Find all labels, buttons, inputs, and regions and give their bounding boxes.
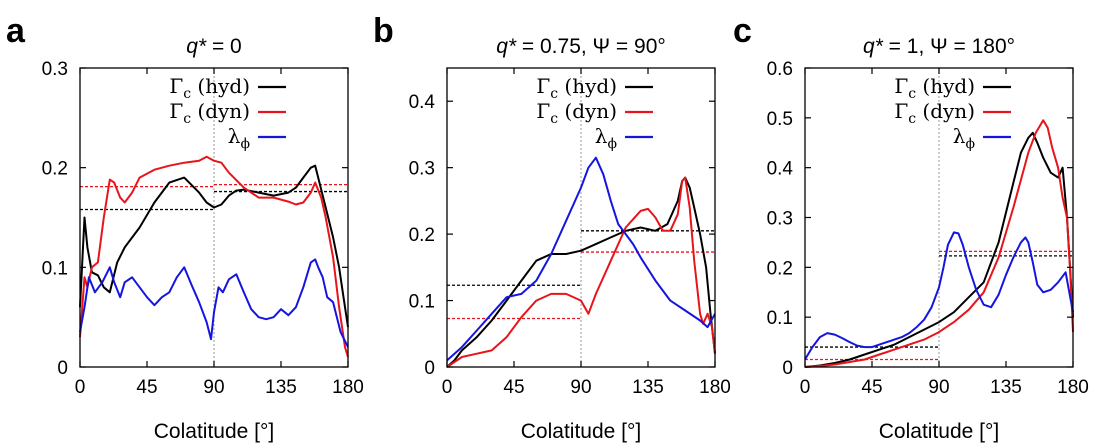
series-line-lambda	[804, 231, 1074, 361]
x-tick-label: 180	[332, 377, 364, 398]
legend: Γc (hyd)Γc (dyn)λϕ	[536, 74, 653, 152]
x-tick-label: 45	[136, 377, 157, 398]
legend: Γc (hyd)Γc (dyn)λϕ	[169, 74, 286, 152]
series-line-lambda	[446, 156, 716, 362]
y-tick-label: 0.2	[767, 258, 793, 279]
series-line-dyn	[804, 119, 1074, 368]
y-tick-label: 0	[424, 358, 435, 379]
x-tick-label: 0	[800, 377, 811, 398]
y-tick-label: 0.5	[767, 109, 793, 130]
legend-label-lambda: λϕ	[228, 124, 250, 152]
x-tick-label: 90	[928, 377, 949, 398]
x-tick-label: 45	[503, 377, 524, 398]
x-tick-label: 0	[442, 377, 453, 398]
legend-label-hyd: Γc (hyd)	[169, 74, 250, 102]
legend-label-hyd: Γc (hyd)	[894, 74, 975, 102]
series-line-hyd	[446, 176, 716, 368]
panel-letter: b	[373, 12, 394, 50]
legend: Γc (hyd)Γc (dyn)λϕ	[894, 74, 1011, 152]
legend-label-dyn: Γc (dyn)	[536, 99, 617, 127]
x-tick-label: 180	[1057, 377, 1089, 398]
panel-title: q* = 0	[186, 35, 241, 58]
x-tick-label: 90	[203, 377, 224, 398]
x-tick-label: 180	[699, 377, 731, 398]
x-axis-label: Colatitude [°]	[879, 420, 999, 443]
panel-a: a q* = 0 0 45 90 135 180 0 0.1 0.2 0.3 Colatitude […	[6, 12, 364, 443]
legend-label-lambda: λϕ	[953, 124, 975, 152]
legend-label-lambda: λϕ	[595, 124, 617, 152]
panel-title: q* = 0.75, Ψ = 90°	[496, 35, 666, 58]
series-line-hyd	[79, 164, 349, 328]
legend-label-dyn: Γc (dyn)	[169, 99, 250, 127]
y-tick-label: 0	[782, 358, 793, 379]
series-line-dyn	[79, 155, 349, 358]
x-tick-label: 0	[75, 377, 86, 398]
series-line-dyn	[446, 176, 716, 368]
y-tick-label: 0.1	[767, 308, 793, 329]
y-tick-label: 0.1	[409, 292, 435, 313]
y-tick-label: 0	[57, 358, 68, 379]
y-tick-label: 0.4	[409, 92, 436, 113]
y-tick-label: 0.2	[409, 225, 435, 246]
legend-label-hyd: Γc (hyd)	[536, 74, 617, 102]
series-line-hyd	[804, 131, 1074, 368]
x-axis-label: Colatitude [°]	[521, 420, 641, 443]
x-tick-label: 90	[570, 377, 591, 398]
x-tick-label: 45	[861, 377, 882, 398]
x-axis-label: Colatitude [°]	[154, 420, 274, 443]
panel-c: c q* = 1, Ψ = 180° 0 45 90 135 180 0 0.1 0.2 0.3 0.…	[733, 12, 1089, 443]
panel-title: q* = 1, Ψ = 180°	[863, 35, 1015, 58]
series-line-lambda	[79, 258, 349, 348]
legend-label-dyn: Γc (dyn)	[894, 99, 975, 127]
y-tick-label: 0.2	[42, 159, 68, 180]
y-tick-label: 0.6	[767, 59, 793, 80]
y-tick-label: 0.3	[42, 59, 68, 80]
y-tick-label: 0.3	[767, 209, 793, 230]
y-tick-label: 0.4	[767, 159, 794, 180]
panel-b: b q* = 0.75, Ψ = 90° 0 45 90 135 180 0 0.1 0.2 0.3…	[373, 12, 731, 443]
x-tick-label: 135	[632, 377, 664, 398]
panel-letter: a	[6, 12, 26, 50]
panel-letter: c	[733, 12, 752, 50]
y-tick-label: 0.3	[409, 159, 435, 180]
x-tick-label: 135	[990, 377, 1022, 398]
x-tick-label: 135	[265, 377, 297, 398]
y-tick-label: 0.1	[42, 258, 68, 279]
